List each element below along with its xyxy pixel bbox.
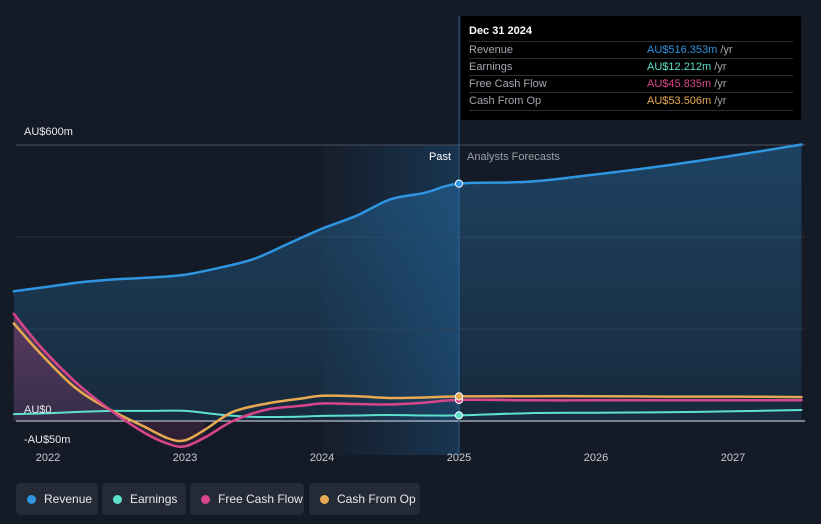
tooltip-unit: /yr — [714, 78, 727, 90]
tooltip-value-number: AU$45.835m — [647, 78, 712, 90]
legend-label: Revenue — [44, 492, 93, 506]
x-axis-label: 2026 — [584, 452, 608, 464]
tooltip-label: Cash From Op — [469, 95, 542, 107]
tooltip-value: AU$53.506m/yr — [647, 95, 726, 107]
free-cash-flow-line — [12, 312, 803, 448]
legend-label: Free Cash Flow — [218, 492, 303, 506]
legend-label: Cash From Op — [337, 492, 416, 506]
tooltip-row-cash-from-op: Cash From Op AU$53.506m/yr — [469, 92, 793, 111]
y-axis-label: AU$600m — [24, 126, 73, 138]
forecast-label: Analysts Forecasts — [467, 151, 560, 163]
tooltip-label: Free Cash Flow — [469, 78, 547, 90]
tooltip-value-number: AU$12.212m — [647, 61, 712, 73]
marker-earnings — [454, 411, 464, 420]
tooltip-label: Earnings — [469, 61, 513, 73]
tooltip-value-number: AU$516.353m — [647, 44, 718, 56]
legend-item-revenue[interactable]: Revenue — [16, 483, 98, 515]
legend-item-free-cash-flow[interactable]: Free Cash Flow — [190, 483, 304, 515]
tooltip-date: Dec 31 2024 — [469, 25, 532, 37]
tooltip: Dec 31 2024 Revenue AU$516.353m/yr Earni… — [461, 16, 801, 120]
legend-item-cash-from-op[interactable]: Cash From Op — [309, 483, 420, 515]
legend-dot-icon — [27, 494, 36, 504]
tooltip-label: Revenue — [469, 44, 514, 56]
tooltip-value: AU$12.212m/yr — [647, 61, 726, 73]
x-axis-label: 2027 — [721, 452, 745, 464]
tooltip-row-revenue: Revenue AU$516.353m/yr — [469, 41, 793, 59]
tooltip-unit: /yr — [720, 44, 733, 56]
tooltip-value: AU$45.835m/yr — [647, 78, 726, 90]
tooltip-unit: /yr — [714, 61, 727, 73]
legend-dot-icon — [320, 494, 329, 504]
marker-cash-from-op — [454, 392, 464, 401]
x-axis-label: 2023 — [173, 452, 197, 464]
tooltip-unit: /yr — [714, 95, 727, 107]
x-axis-label: 2024 — [310, 452, 334, 464]
tooltip-value: AU$516.353m/yr — [647, 44, 733, 56]
x-axis-label: 2022 — [36, 452, 60, 464]
legend-label: Earnings — [130, 492, 178, 506]
revenue-area — [13, 144, 802, 421]
legend-dot-icon — [201, 494, 210, 504]
marker-revenue — [454, 179, 464, 188]
y-axis-label: AU$0 — [24, 404, 52, 416]
tooltip-row-earnings: Earnings AU$12.212m/yr — [469, 58, 793, 76]
tooltip-value-number: AU$53.506m — [647, 95, 712, 107]
past-label: Past — [429, 151, 451, 163]
x-axis-label: 2025 — [447, 452, 471, 464]
y-axis-label: -AU$50m — [24, 434, 70, 446]
legend-item-earnings[interactable]: Earnings — [102, 483, 186, 515]
cash-from-op-line — [12, 322, 803, 443]
revenue-line — [12, 143, 803, 293]
tooltip-row-free-cash-flow: Free Cash Flow AU$45.835m/yr — [469, 75, 793, 93]
legend-dot-icon — [113, 494, 122, 504]
earnings-line — [12, 409, 803, 419]
